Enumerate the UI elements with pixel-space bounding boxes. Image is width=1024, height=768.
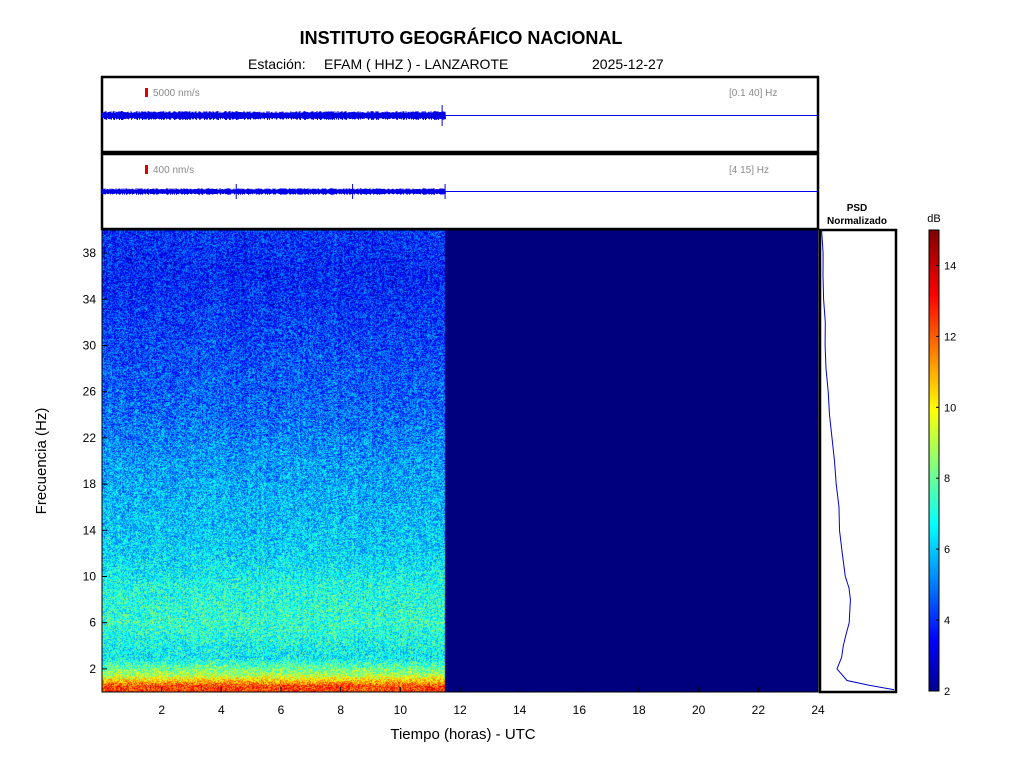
psd-title-line1: PSD	[847, 203, 868, 214]
y-tick-label: 30	[83, 339, 97, 353]
colorbar-tick-label: 10	[944, 402, 956, 414]
colorbar-tick-label: 6	[944, 544, 950, 556]
colorbar-tick-label: 2	[944, 686, 950, 698]
y-tick-label: 2	[89, 662, 96, 676]
psd-title-line2: Normalizado	[827, 216, 887, 227]
trace-panel-filtered: 400 nm/s [4 15] Hz	[100, 152, 820, 231]
x-tick-label: 2	[158, 703, 165, 717]
trace-band-label: [0.1 40] Hz	[729, 88, 777, 99]
scale-marker	[145, 165, 148, 174]
colorbar-label: dB	[927, 213, 940, 225]
y-tick-label: 18	[83, 477, 97, 491]
colorbar-tick-label: 8	[944, 473, 950, 485]
x-tick-label: 24	[811, 703, 825, 717]
x-tick-label: 14	[513, 703, 527, 717]
trace-scale-label: 5000 nm/s	[153, 88, 200, 99]
y-tick-label: 38	[83, 246, 97, 260]
colorbar-tick-label: 14	[944, 260, 956, 272]
trace-scale-label: 400 nm/s	[153, 165, 194, 176]
station-label: Estación:	[248, 56, 306, 72]
trace-line-broadband	[101, 105, 818, 126]
colorbar-tick-label: 12	[944, 331, 956, 343]
record-date: 2025-12-27	[592, 56, 664, 72]
y-tick-label: 22	[83, 431, 97, 445]
x-tick-label: 16	[573, 703, 587, 717]
x-tick-label: 4	[218, 703, 225, 717]
x-tick-label: 22	[752, 703, 766, 717]
x-tick-label: 12	[453, 703, 467, 717]
y-tick-label: 26	[83, 385, 97, 399]
x-tick-label: 8	[337, 703, 344, 717]
x-axis-label: Tiempo (horas) - UTC	[390, 726, 535, 743]
scale-marker	[145, 88, 148, 97]
figure-title: INSTITUTO GEOGRÁFICO NACIONAL	[300, 27, 623, 48]
trace-band-label: [4 15] Hz	[729, 165, 769, 176]
y-tick-label: 6	[89, 616, 96, 630]
x-tick-label: 10	[394, 703, 408, 717]
y-tick-label: 34	[83, 292, 97, 306]
psd-curve	[821, 229, 895, 691]
x-tick-label: 18	[632, 703, 646, 717]
spectrogram-image	[102, 230, 818, 692]
y-tick-label: 10	[83, 570, 97, 584]
y-tick-label: 14	[83, 523, 97, 537]
colorbar: dB 2 4 6 8 10 12 14	[927, 213, 956, 698]
psd-panel: PSD Normalizado	[818, 203, 898, 694]
trace-panel-broadband: 5000 nm/s [0.1 40] Hz	[100, 75, 820, 154]
colorbar-tick-label: 4	[944, 615, 950, 627]
x-tick-label: 6	[278, 703, 285, 717]
y-axis-label: Frecuencia (Hz)	[33, 408, 50, 515]
x-tick-label: 20	[692, 703, 706, 717]
trace-line-filtered	[101, 184, 818, 199]
station-name: EFAM ( HHZ ) - LANZAROTE	[324, 56, 508, 72]
